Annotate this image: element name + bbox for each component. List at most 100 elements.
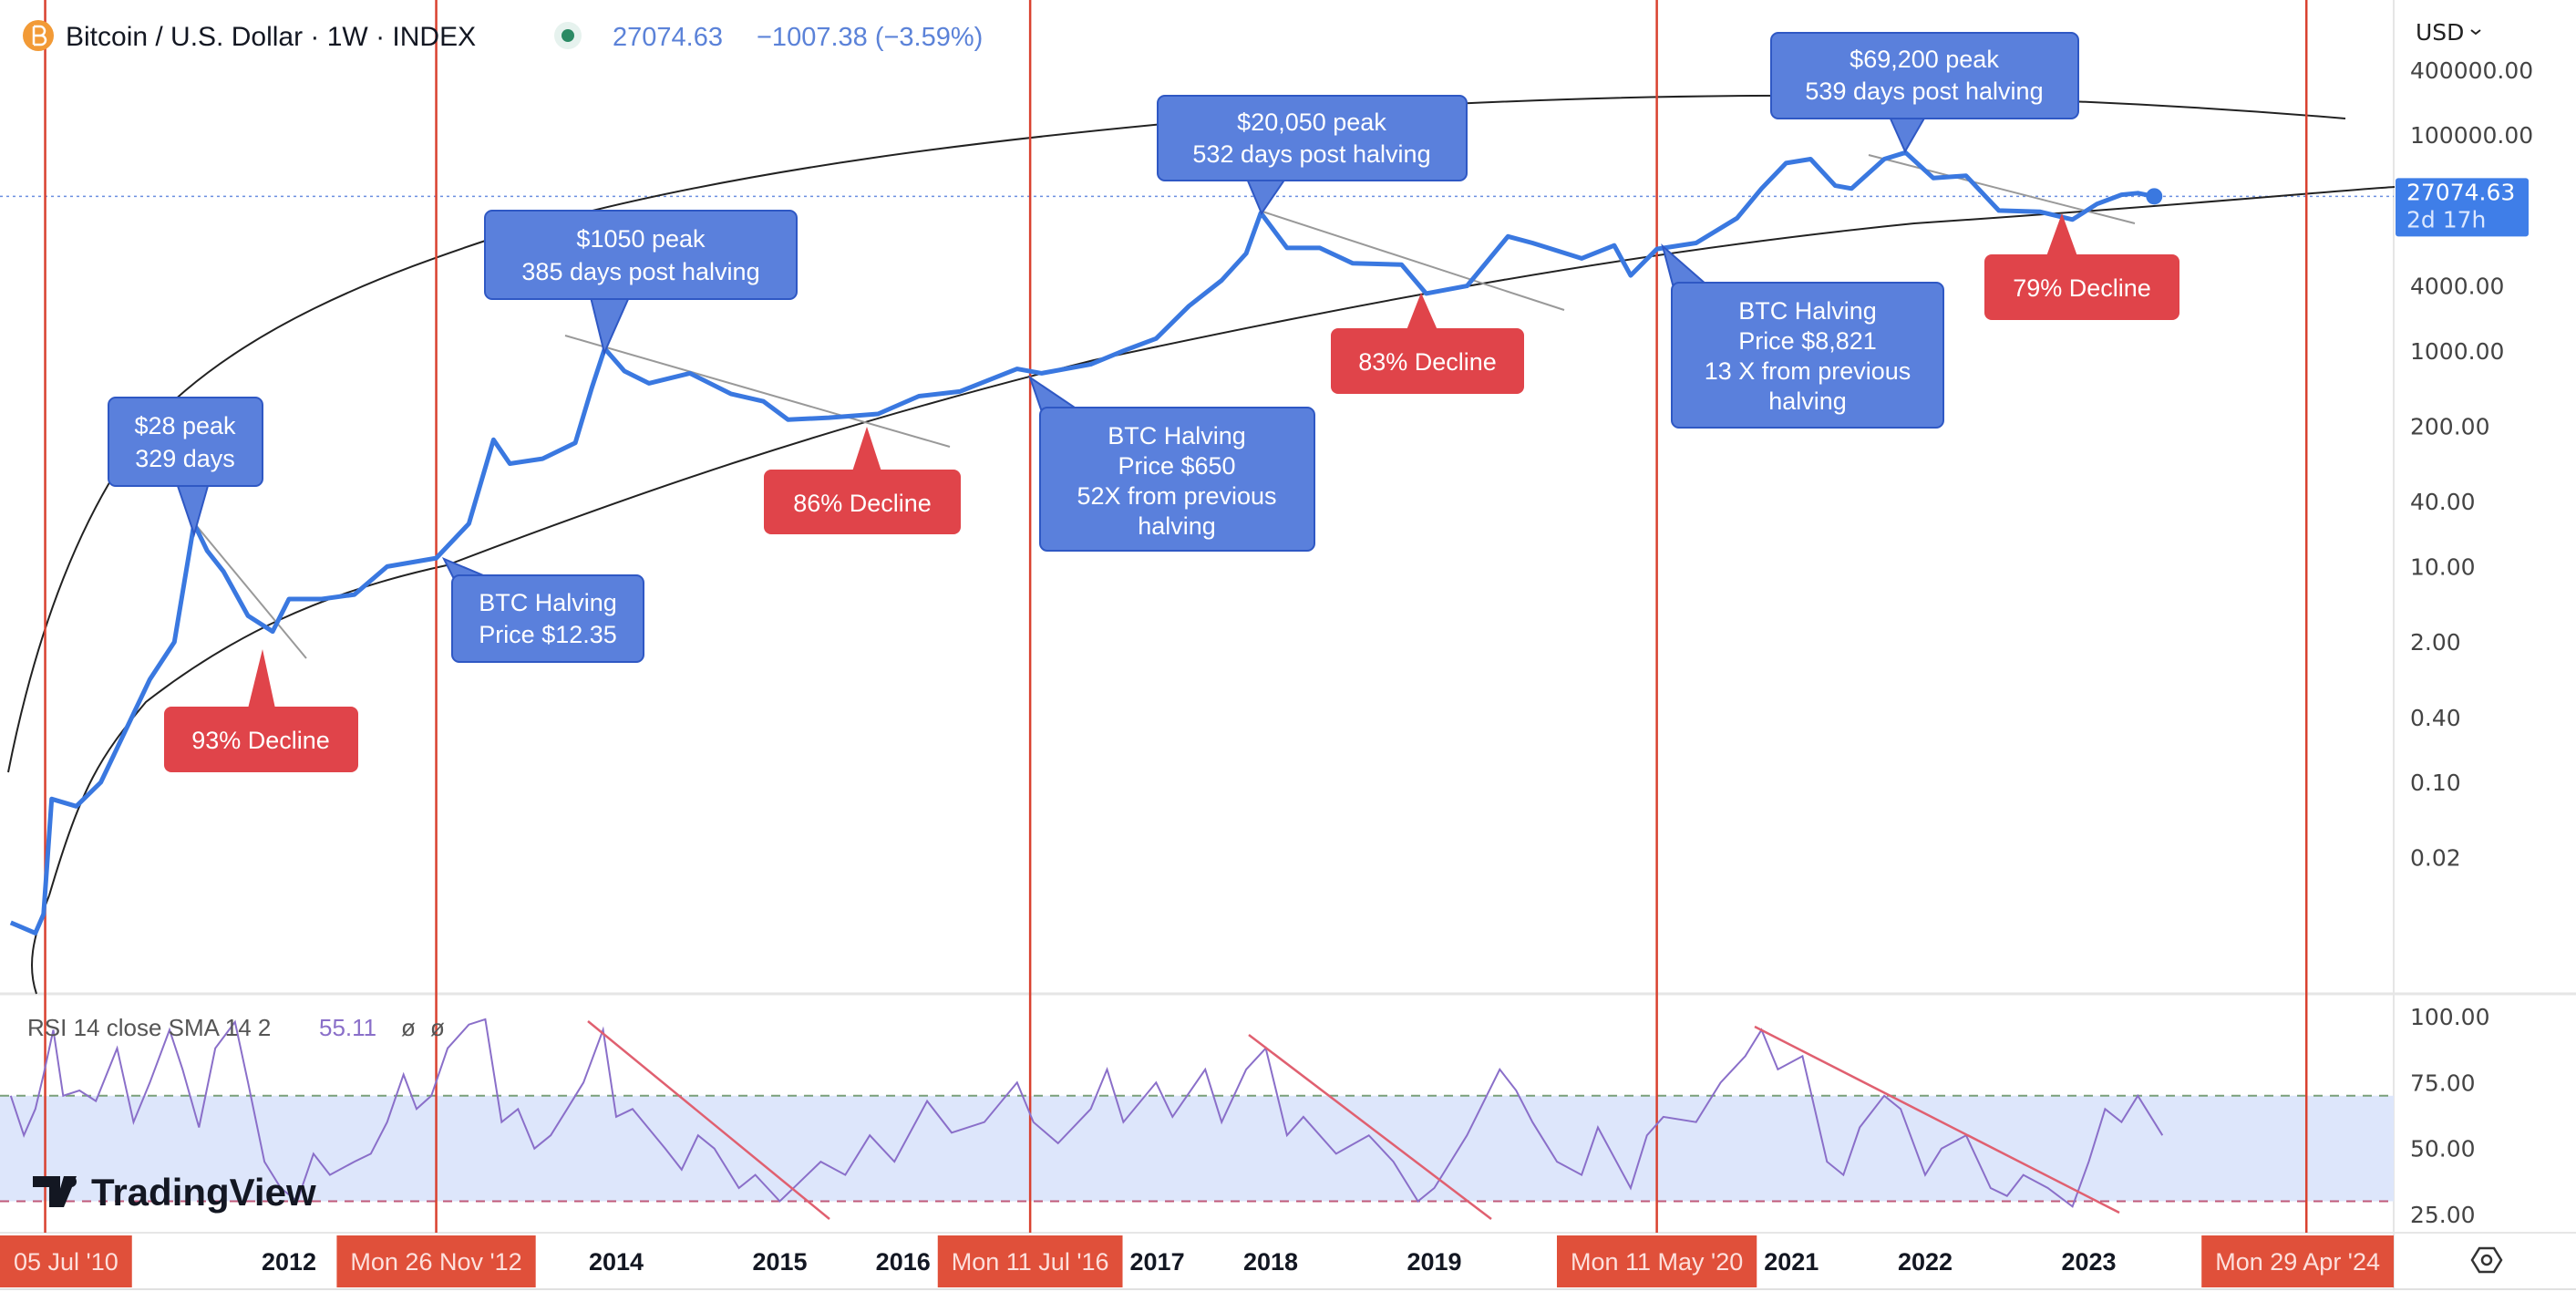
- rsi-trendline-2022: [1754, 1025, 2120, 1214]
- annotation-halving-2016[interactable]: BTC Halving Price $650 52X from previous…: [1028, 375, 1315, 552]
- annotation-20050-peak[interactable]: $20,050 peak 532 days post halving: [1157, 95, 1468, 216]
- market-status-dot[interactable]: [562, 29, 574, 42]
- time-axis-label: 2022: [1898, 1248, 1953, 1276]
- time-axis-label: 2017: [1130, 1248, 1185, 1276]
- time-axis-label: 2019: [1406, 1248, 1461, 1276]
- annotation-line: 52X from previous: [1077, 482, 1276, 510]
- time-axis-label: 2015: [752, 1248, 807, 1276]
- price-axis-label: 1000.00: [2410, 338, 2504, 365]
- time-axis-label: 2014: [589, 1248, 644, 1276]
- annotation-box: [1039, 407, 1315, 552]
- halving-date-label: Mon 11 Jul '16: [952, 1248, 1109, 1276]
- symbol-title: Bitcoin / U.S. Dollar · 1W · INDEX: [66, 22, 476, 52]
- bitcoin-icon-glyph: [32, 25, 47, 46]
- annotation-halving-2012[interactable]: BTC Halving Price $12.35: [441, 557, 644, 663]
- annotation-28-peak[interactable]: $28 peak 329 days: [108, 397, 263, 538]
- halving-date-label-box: [937, 1235, 1123, 1287]
- price-axis-label: 0.10: [2410, 770, 2461, 796]
- price-axis-label: 0.40: [2410, 705, 2461, 731]
- tradingview-logo[interactable]: TradingView: [33, 1171, 316, 1214]
- annotation-line: BTC Halving: [479, 589, 617, 616]
- annotation-line: BTC Halving: [1108, 422, 1246, 450]
- rsi-trendline-2018: [1248, 1034, 1492, 1220]
- tradingview-logo-icon: [33, 1176, 77, 1207]
- rsi-legend[interactable]: RSI 14 close SMA 14 2 55.11 ø ø: [27, 1014, 445, 1041]
- price-axis-label: 100000.00: [2410, 122, 2533, 149]
- annotation-1050-peak[interactable]: $1050 peak 385 days post halving: [484, 210, 798, 356]
- current-price-tag: 27074.63 2d 17h: [2396, 178, 2529, 237]
- price-tag-price: 27074.63: [2406, 179, 2515, 205]
- annotation-line: 532 days post halving: [1192, 140, 1430, 168]
- annotation-box: [1671, 282, 1944, 429]
- annotation-79-decline[interactable]: 79% Decline: [1984, 213, 2179, 320]
- rsi-extra-2: ø: [430, 1014, 445, 1041]
- annotation-halving-2020[interactable]: BTC Halving Price $8,821 13 X from previ…: [1661, 243, 1944, 429]
- currency-selector[interactable]: USD: [2416, 19, 2481, 46]
- rsi-label: RSI 14 close SMA 14 2: [27, 1014, 271, 1041]
- annotation-line: 13 X from previous: [1705, 357, 1911, 385]
- currency-label: USD: [2416, 19, 2464, 46]
- rsi-extra-1: ø: [401, 1014, 416, 1041]
- price-tag-box: [2396, 178, 2529, 237]
- time-axis-label: 2016: [876, 1248, 931, 1276]
- rsi-trendline-2014: [587, 1020, 830, 1220]
- rsi-axis-label: 50.00: [2410, 1136, 2476, 1162]
- annotation-pointer: [2046, 213, 2077, 256]
- halving-date-label-box: [1556, 1235, 1757, 1287]
- rsi-band: [0, 1095, 2394, 1202]
- rsi-axis-label: 75.00: [2410, 1070, 2476, 1096]
- annotation-line: 86% Decline: [793, 490, 932, 517]
- annotation-83-decline[interactable]: 83% Decline: [1331, 293, 1524, 394]
- trendline-2022: [1868, 154, 2136, 224]
- rsi-value: 55.11: [319, 1014, 376, 1041]
- annotation-line: Price $650: [1118, 452, 1235, 480]
- tradingview-logo-text: TradingView: [91, 1171, 316, 1214]
- annotation-box: [451, 574, 644, 663]
- halving-date-label: Mon 11 May '20: [1571, 1248, 1743, 1276]
- annotation-line: BTC Halving: [1738, 297, 1877, 325]
- annotation-line: $1050 peak: [576, 225, 706, 253]
- price-axis-label: 400000.00: [2410, 57, 2533, 84]
- halving-date-label: Mon 26 Nov '12: [350, 1248, 521, 1276]
- time-axis-label: 2012: [262, 1248, 316, 1276]
- rsi-axis-label: 100.00: [2410, 1004, 2489, 1030]
- rsi-axis-label: 25.00: [2410, 1202, 2476, 1228]
- gear-icon-center: [2480, 1254, 2493, 1266]
- annotation-line: 385 days post halving: [521, 258, 759, 285]
- annotation-line: 539 days post halving: [1805, 78, 2043, 105]
- annotation-pointer: [1406, 293, 1437, 330]
- tradingview-logo-dot: [66, 1176, 77, 1187]
- gear-icon: [2470, 1246, 2503, 1274]
- annotation-box: [764, 470, 961, 534]
- annotation-box: [1331, 328, 1524, 394]
- price-tag-countdown: 2d 17h: [2406, 206, 2486, 232]
- current-price-marker: [2146, 188, 2163, 205]
- trendline-2018: [1262, 211, 1565, 311]
- annotation-86-decline[interactable]: 86% Decline: [764, 427, 961, 534]
- annotation-box: [1157, 95, 1468, 181]
- symbol-header[interactable]: Bitcoin / U.S. Dollar · 1W · INDEX 27074…: [23, 20, 983, 52]
- annotation-line: 329 days: [135, 445, 235, 472]
- trendline-2014: [564, 335, 951, 448]
- annotation-line: 93% Decline: [191, 727, 330, 754]
- annotation-line: halving: [1768, 388, 1847, 415]
- header-change: −1007.38 (−3.59%): [757, 23, 983, 52]
- header-last-price: 27074.63: [613, 23, 723, 52]
- chart-settings-button[interactable]: [2470, 1246, 2503, 1274]
- annotation-line: $69,200 peak: [1850, 46, 1999, 73]
- annotation-93-decline[interactable]: 93% Decline: [164, 649, 358, 772]
- annotation-box: [484, 210, 798, 300]
- price-axis-label: 40.00: [2410, 489, 2476, 515]
- halving-date-label: 05 Jul '10: [14, 1248, 118, 1276]
- trendline-2011: [191, 519, 307, 659]
- halving-date-label: Mon 29 Apr '24: [2215, 1248, 2380, 1276]
- annotation-69200-peak[interactable]: $69,200 peak 539 days post halving: [1770, 32, 2079, 154]
- time-axis-label: 2023: [2061, 1248, 2116, 1276]
- annotation-pointer: [852, 427, 881, 471]
- annotation-line: $20,050 peak: [1237, 108, 1386, 136]
- halving-date-label-box: [0, 1235, 132, 1287]
- annotation-line: 83% Decline: [1358, 348, 1497, 376]
- price-axis-label: 0.02: [2410, 845, 2461, 872]
